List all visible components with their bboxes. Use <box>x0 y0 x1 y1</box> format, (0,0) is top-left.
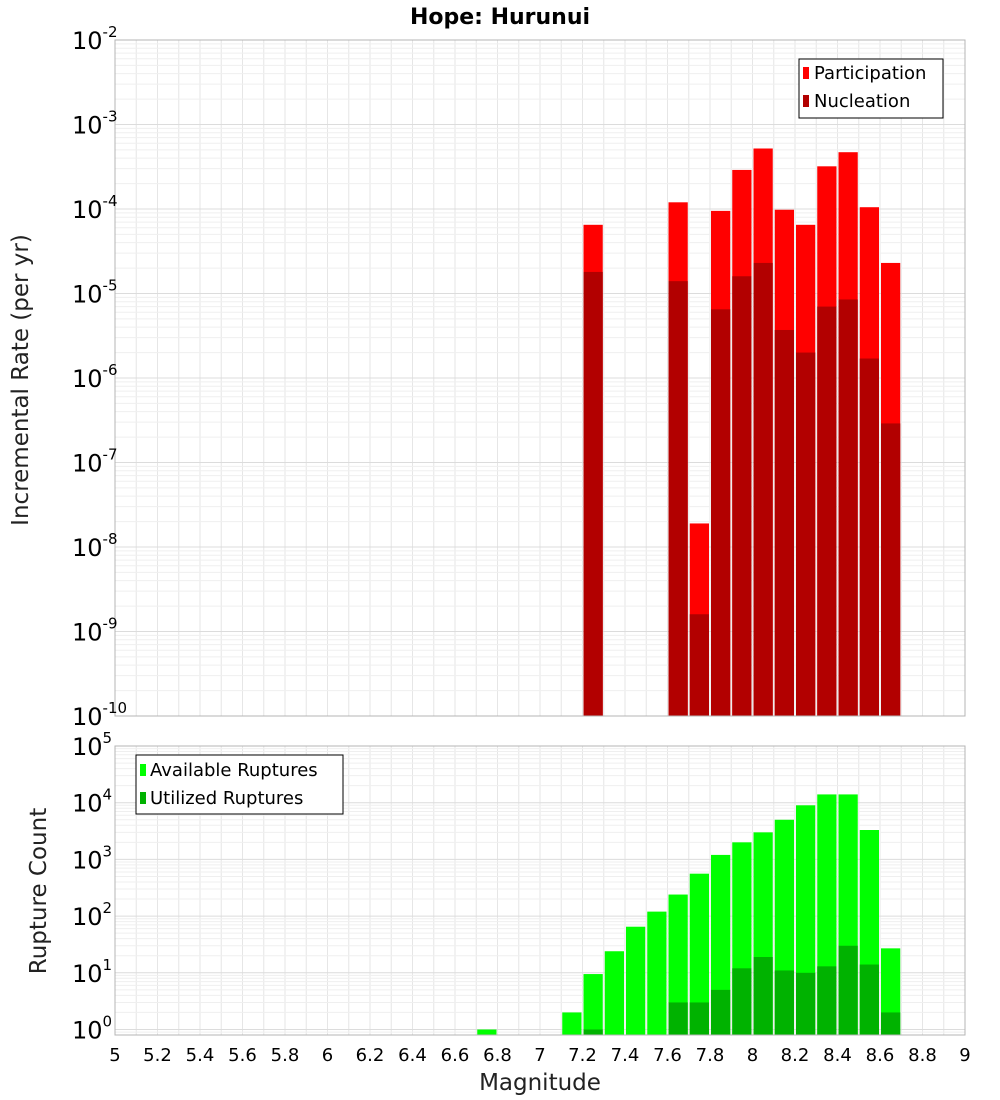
x-tick-label: 5.4 <box>186 1045 215 1066</box>
nucleation-bar <box>732 276 752 716</box>
available-swatch <box>140 764 146 776</box>
x-tick-label: 6.2 <box>356 1045 385 1066</box>
utilized-bar <box>817 966 837 1035</box>
nucleation-bar <box>881 423 901 716</box>
utilized-bar <box>668 1002 688 1035</box>
utilized-swatch <box>140 792 146 804</box>
x-tick-label: 6.6 <box>441 1045 470 1066</box>
rate-y-tick-label: 10-7 <box>72 446 118 478</box>
x-tick-label: 8.8 <box>908 1045 937 1066</box>
available-bar <box>626 926 646 1035</box>
count-legend: Available Ruptures Utilized Ruptures <box>135 754 344 815</box>
utilized-bar <box>711 989 731 1035</box>
utilized-bar <box>689 1002 709 1035</box>
utilized-bar <box>881 1012 901 1035</box>
rate-y-tick-label: 10-10 <box>72 699 127 731</box>
x-tick-label: 9 <box>959 1045 970 1066</box>
x-tick-label: 8 <box>747 1045 758 1066</box>
x-axis-label: Magnitude <box>479 1070 601 1096</box>
x-tick-label: 5 <box>109 1045 120 1066</box>
count-y-axis-label: Rupture Count <box>26 808 52 974</box>
nucleation-bar <box>796 352 816 716</box>
x-tick-label: 7.2 <box>568 1045 597 1066</box>
chart-title: Hope: Hurunui <box>410 5 590 30</box>
x-tick-label: 8.4 <box>823 1045 852 1066</box>
x-tick-label: 8.6 <box>866 1045 895 1066</box>
count-plot-frame <box>114 745 966 1036</box>
nucleation-bar <box>817 306 837 716</box>
rate-y-tick-label: 10-9 <box>72 615 118 647</box>
rate-y-tick-label: 10-3 <box>72 108 118 140</box>
available-bar <box>477 1029 497 1035</box>
rate-plot-frame <box>114 39 966 717</box>
rate-y-tick-label: 10-2 <box>72 23 118 55</box>
rate-y-tick-label: 10-5 <box>72 277 118 309</box>
rate-y-axis-label: Incremental Rate (per yr) <box>8 234 34 526</box>
rate-legend-box <box>798 58 944 119</box>
utilized-bar <box>732 968 752 1035</box>
nucleation-bar <box>711 309 731 716</box>
count-y-tick-label: 102 <box>72 899 112 931</box>
utilized-bar <box>859 964 879 1035</box>
rate-grid <box>114 39 966 717</box>
nucleation-bar <box>859 358 879 716</box>
count-legend-box <box>135 754 344 815</box>
x-tick-label: 6.4 <box>398 1045 427 1066</box>
rate-y-tick-label: 10-6 <box>72 361 118 393</box>
rate-y-ticks: 10-10 10-9 10-8 10-7 10-6 10-5 10-4 10-3 10-2 <box>72 23 127 731</box>
legend-available: Available Ruptures <box>150 760 318 781</box>
x-axis-ticks: 5 5.2 5.4 5.6 5.8 6 6.2 6.4 6.6 6.8 7 7.2 7.4 7.6 7.8 8… <box>109 1045 970 1066</box>
available-bar <box>647 911 667 1035</box>
available-bar <box>689 873 709 1035</box>
nucleation-bar <box>774 329 794 716</box>
utilized-bar <box>583 1029 603 1035</box>
nucleation-bar <box>753 262 773 716</box>
legend-nucleation: Nucleation <box>814 91 910 112</box>
rate-y-tick-label: 10-8 <box>72 530 118 562</box>
x-tick-label: 7 <box>534 1045 545 1066</box>
nucleation-bar <box>838 299 858 716</box>
nucleation-swatch <box>803 95 809 107</box>
participation-swatch <box>803 67 809 79</box>
count-bars <box>477 794 901 1035</box>
count-panel: 100 101 102 103 104 105 Rupture Count Availab… <box>26 729 966 1045</box>
rate-panel: 10-10 10-9 10-8 10-7 10-6 10-5 10-4 10-3 10-2 In… <box>8 23 966 731</box>
x-tick-label: 7.8 <box>696 1045 725 1066</box>
x-tick-label: 5.8 <box>271 1045 300 1066</box>
x-tick-label: 5.6 <box>228 1045 257 1066</box>
rate-y-tick-label: 10-4 <box>72 192 118 224</box>
nucleation-bar <box>668 281 688 716</box>
count-y-tick-label: 104 <box>72 786 112 818</box>
count-y-ticks: 100 101 102 103 104 105 <box>72 729 112 1045</box>
utilized-bar <box>774 970 794 1035</box>
available-bar <box>668 894 688 1035</box>
legend-participation: Participation <box>814 63 926 84</box>
nucleation-bar <box>583 271 603 716</box>
utilized-bar <box>796 972 816 1035</box>
available-bar <box>562 1012 582 1035</box>
available-bar <box>604 951 624 1035</box>
count-y-tick-label: 103 <box>72 842 112 874</box>
rate-legend: Participation Nucleation <box>798 58 944 119</box>
available-bar <box>583 974 603 1035</box>
utilized-bar <box>753 956 773 1035</box>
nucleation-bar <box>689 614 709 716</box>
utilized-bar <box>838 945 858 1035</box>
count-y-tick-label: 101 <box>72 956 112 988</box>
rate-bars <box>583 148 901 717</box>
x-tick-label: 5.2 <box>143 1045 172 1066</box>
x-tick-label: 6 <box>322 1045 333 1066</box>
count-y-tick-label: 105 <box>72 729 112 761</box>
legend-utilized: Utilized Ruptures <box>150 788 303 809</box>
x-tick-label: 6.8 <box>483 1045 512 1066</box>
x-tick-label: 7.4 <box>611 1045 640 1066</box>
x-tick-label: 8.2 <box>781 1045 810 1066</box>
x-tick-label: 7.6 <box>653 1045 682 1066</box>
count-y-tick-label: 100 <box>72 1013 112 1045</box>
